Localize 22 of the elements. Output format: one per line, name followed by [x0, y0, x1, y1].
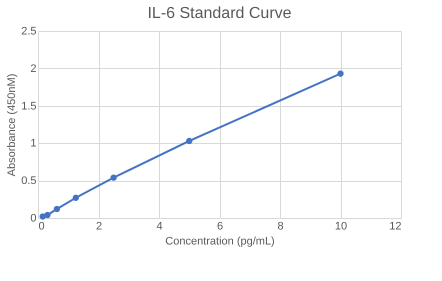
y-tick-label: 1.5: [21, 100, 36, 112]
y-tick-label: 0: [30, 212, 36, 224]
x-tick-label: 6: [216, 220, 224, 232]
point: [110, 174, 117, 181]
x-tick-label: 4: [156, 220, 163, 232]
point: [72, 194, 79, 201]
x-tick-label: 0: [38, 220, 45, 232]
x-tick-label: 8: [277, 220, 284, 232]
chart-title: IL-6 Standard Curve: [147, 5, 292, 22]
y-tick-label: 0.5: [21, 175, 36, 188]
x-axis-title: Concentration (pg/mL): [165, 236, 275, 248]
y-tick-label: 1: [30, 138, 36, 150]
point: [337, 70, 344, 77]
y-tick-label: 2.5: [21, 26, 36, 38]
point: [44, 212, 51, 218]
x-tick-label: 10: [334, 220, 348, 232]
x-tick-label: 2: [96, 220, 102, 232]
point: [186, 138, 192, 144]
y-axis-title: Absorbance (450nM): [6, 74, 18, 176]
point: [54, 206, 60, 212]
x-tick-label: 12: [389, 220, 402, 232]
y-tick-label: 2: [30, 62, 36, 75]
